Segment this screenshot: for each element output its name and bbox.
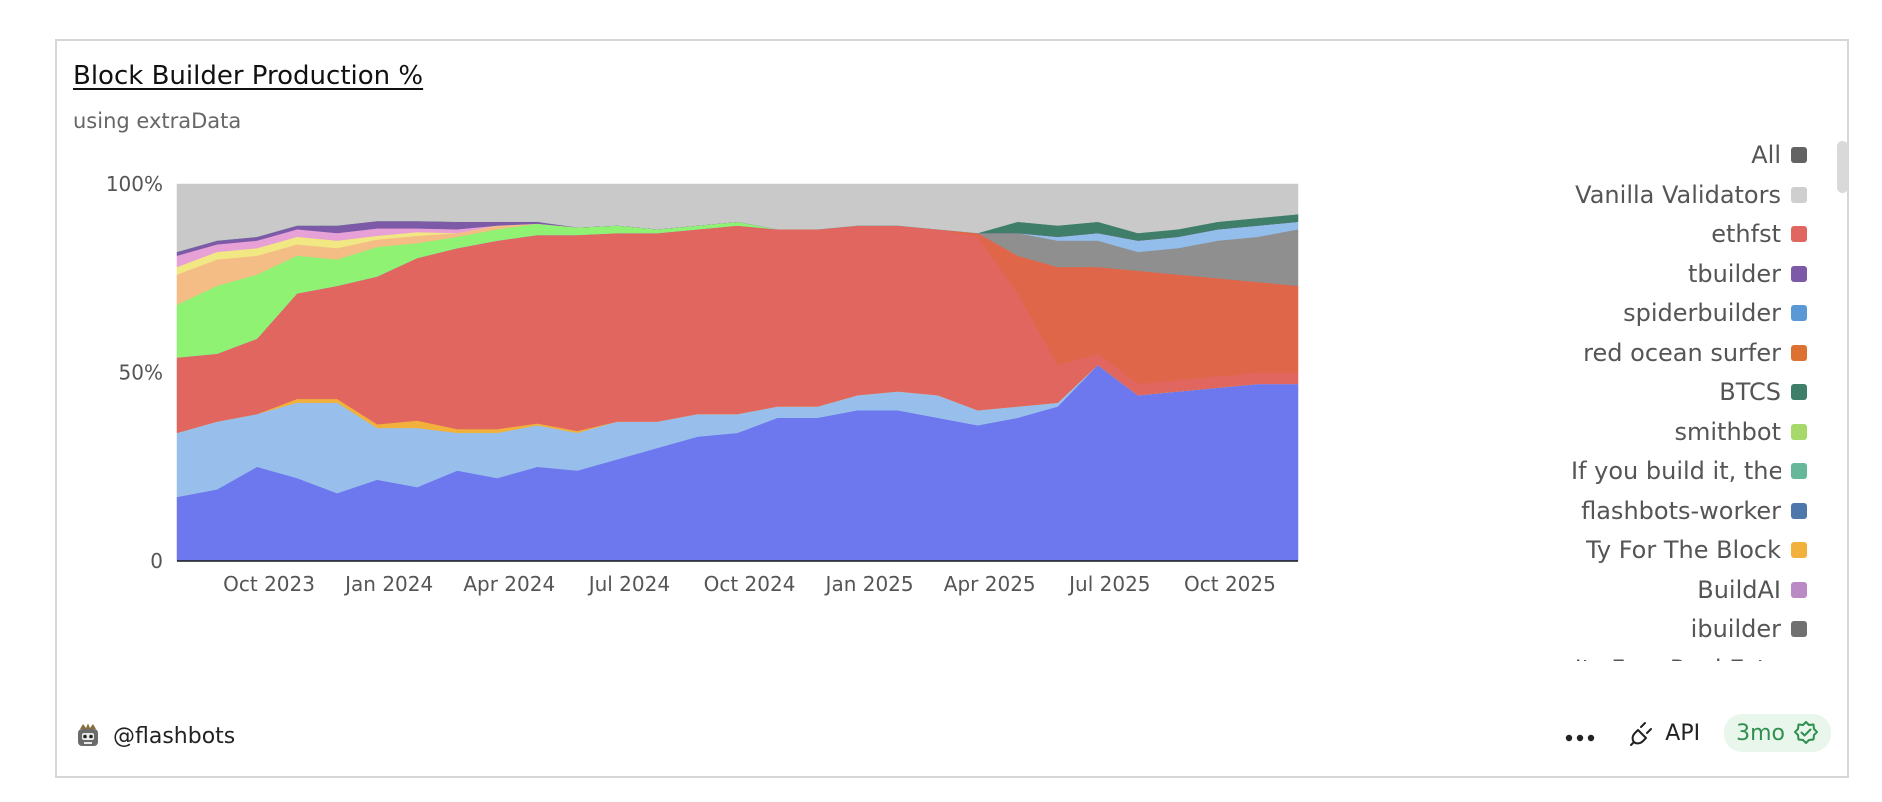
x-tick-label: Apr 2025 xyxy=(944,572,1036,596)
legend-swatch xyxy=(1791,581,1807,598)
refresh-label: 3mo xyxy=(1736,720,1785,746)
legend-label: ethfst xyxy=(1711,220,1781,248)
y-tick-label: 50% xyxy=(119,361,163,385)
card-actions: API 3mo xyxy=(1565,714,1831,752)
legend-swatch xyxy=(1791,226,1807,242)
legend-label: BuildAI xyxy=(1697,575,1781,604)
y-tick-label: 100% xyxy=(106,172,163,196)
y-tick-label: 0 xyxy=(150,549,163,573)
legend-label: tbuilder xyxy=(1687,259,1781,288)
x-tick-label: Oct 2024 xyxy=(704,572,796,596)
legend-label: flashbots-worker xyxy=(1581,496,1781,525)
x-tick-label: Jan 2024 xyxy=(343,572,433,596)
legend-item[interactable]: All xyxy=(1751,141,1807,169)
api-button[interactable]: API xyxy=(1629,719,1700,747)
chart-title[interactable]: Block Builder Production % xyxy=(73,61,424,91)
chart-legend: All Vanilla Validators ethfst tbuilder spide… xyxy=(1573,141,1833,661)
stacked-area-chart: 0 50% 100% Oct 2023 Jan 2024 Apr 2024 Jul 202… xyxy=(106,172,1299,596)
legend-swatch xyxy=(1791,186,1807,203)
legend-label: Vanilla Validators xyxy=(1575,180,1781,209)
x-tick-label: Jan 2025 xyxy=(824,572,914,596)
legend-label: smithbot xyxy=(1674,417,1782,446)
x-tick-label: Oct 2025 xyxy=(1184,572,1276,596)
legend-swatch xyxy=(1791,305,1807,321)
legend-label: Its Free Real Esta xyxy=(1575,655,1781,662)
x-axis: Oct 2023 Jan 2024 Apr 2024 Jul 2024 Oct 2024… xyxy=(223,572,1276,596)
owner-link[interactable]: @flashbots xyxy=(75,723,235,749)
legend-swatch xyxy=(1791,423,1807,440)
legend-label: Ty For The Block xyxy=(1585,536,1781,564)
legend-item[interactable]: smithbot xyxy=(1674,417,1807,446)
legend-label: BTCS xyxy=(1719,378,1781,406)
legend-item[interactable]: tbuilder xyxy=(1688,260,1807,288)
legend-item[interactable]: Ty For The Block xyxy=(1586,536,1807,564)
legend-item[interactable]: spiderbuilder xyxy=(1623,299,1807,327)
legend-item[interactable]: red ocean surfer xyxy=(1583,339,1807,367)
legend-item[interactable]: ibuilder xyxy=(1691,615,1807,643)
legend-swatch xyxy=(1791,265,1807,282)
x-tick-label: Oct 2023 xyxy=(223,572,315,596)
x-tick-label: Jul 2025 xyxy=(1067,572,1150,596)
legend-label: All xyxy=(1751,141,1781,169)
legend-scrollbar[interactable] xyxy=(1837,141,1848,193)
legend-item[interactable]: flashbots-worker xyxy=(1581,497,1807,525)
legend-label: spiderbuilder xyxy=(1623,299,1781,327)
legend-label: red ocean surfer xyxy=(1583,338,1781,367)
more-dots-icon xyxy=(1566,734,1595,742)
chart-card: Block Builder Production % using extraDa… xyxy=(55,39,1849,778)
y-axis: 0 50% 100% xyxy=(106,172,163,573)
refresh-badge[interactable]: 3mo xyxy=(1724,714,1831,752)
legend-label: If you build it, the xyxy=(1573,457,1781,485)
legend-label: ibuilder xyxy=(1690,615,1781,643)
legend-swatch xyxy=(1791,660,1807,661)
more-options-button[interactable] xyxy=(1565,723,1595,743)
area-series-13[interactable] xyxy=(176,183,1299,253)
legend-swatch xyxy=(1791,621,1807,637)
legend-swatch xyxy=(1791,542,1807,558)
x-tick-label: Jul 2024 xyxy=(587,572,670,596)
legend-swatch xyxy=(1791,384,1807,400)
legend-item[interactable]: If you build it, the xyxy=(1573,457,1807,485)
chart-subtitle: using extraData xyxy=(73,109,242,133)
api-label: API xyxy=(1665,720,1701,746)
legend-item[interactable]: ethfst xyxy=(1711,220,1807,248)
legend-item[interactable]: BuildAI xyxy=(1697,576,1807,604)
legend-item[interactable]: Vanilla Validators xyxy=(1575,181,1807,209)
check-badge-icon xyxy=(1794,721,1818,744)
legend-item[interactable]: BTCS xyxy=(1719,378,1807,406)
legend-swatch xyxy=(1791,502,1807,519)
x-tick-label: Apr 2024 xyxy=(463,572,555,596)
plug-icon xyxy=(1630,722,1653,746)
owner-name: @flashbots xyxy=(113,723,236,749)
area-series-group xyxy=(176,183,1299,562)
robot-avatar-icon xyxy=(78,723,98,746)
legend-swatch xyxy=(1791,344,1807,361)
legend-swatch xyxy=(1791,147,1807,163)
legend-swatch xyxy=(1791,463,1807,479)
legend-item[interactable]: Its Free Real Esta xyxy=(1575,655,1807,662)
